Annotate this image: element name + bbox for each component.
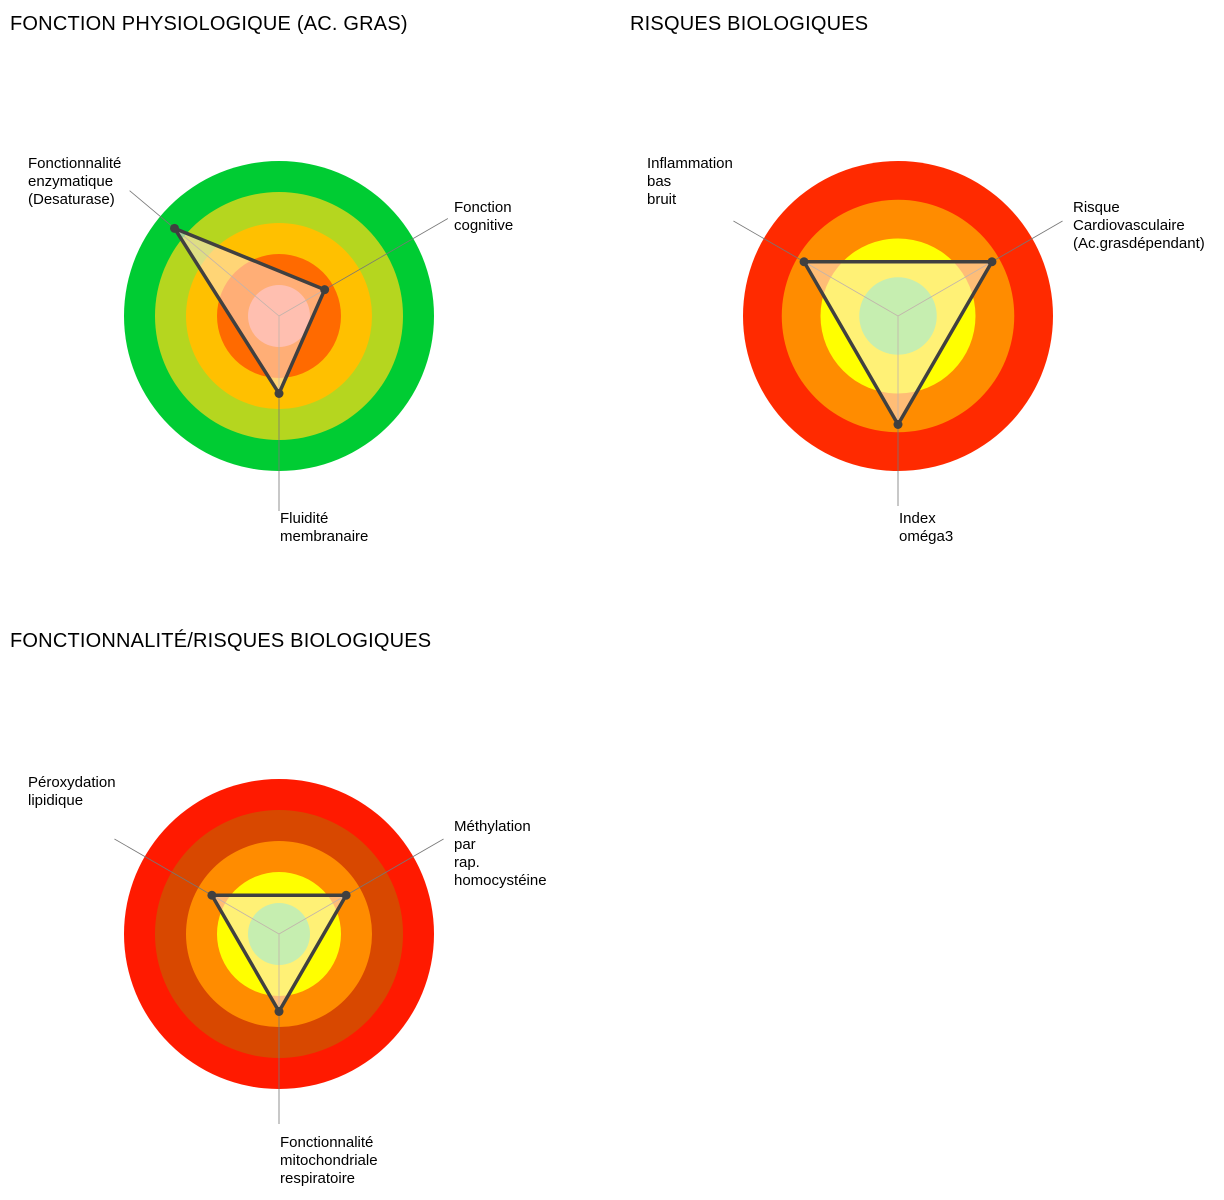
data-point-3 <box>274 389 284 398</box>
axis-label-line: Cardiovasculaire <box>1073 217 1185 234</box>
chart-title-risques-biologiques: RISQUES BIOLOGIQUES <box>630 13 869 35</box>
axis-label-line: Index <box>899 510 936 527</box>
axis-label-line: mitochondriale <box>280 1152 378 1169</box>
axis-label-line: Risque <box>1073 199 1120 216</box>
axis-label-1-3: Fluidité membranaire <box>280 510 368 546</box>
data-point-1 <box>170 223 180 233</box>
data-polygon <box>210 893 348 1014</box>
axis-label-2-3: Index oméga3 <box>899 510 953 546</box>
axis-label-line: enzymatique <box>28 173 114 190</box>
chart-title-fonction-physiologique: FONCTION PHYSIOLOGIQUE (AC. GRAS) <box>10 13 408 35</box>
data-point-1 <box>799 257 809 267</box>
axis-label-2-1: Inflammation bas bruit <box>647 155 733 209</box>
data-point-3 <box>893 420 903 429</box>
axis-label-line: respiratoire <box>280 1170 356 1187</box>
axis-label-line: rap. <box>454 854 480 871</box>
axis-label-line: Inflammation <box>647 155 733 172</box>
axis-label-line: lipidique <box>28 792 84 809</box>
data-point-2 <box>987 257 997 267</box>
chart-title-fonctionnalite-risques: FONCTIONNALITÉ/RISQUES BIOLOGIQUES <box>10 630 432 652</box>
data-polygon <box>802 260 994 427</box>
axis-label-line: bas <box>647 173 672 190</box>
axis-label-line: homocystéine <box>454 872 547 889</box>
axis-label-line: membranaire <box>280 528 369 545</box>
data-point-2 <box>320 285 330 295</box>
data-polygon <box>172 226 327 396</box>
axis-label-line: Fluidité <box>280 510 329 527</box>
axis-label-3-2: Méthylation par rap. homocystéine <box>454 818 547 890</box>
data-point-3 <box>274 1007 284 1016</box>
axis-label-3-1: Péroxydation lipidique <box>28 774 116 810</box>
data-point-2 <box>341 890 351 900</box>
axis-label-line: oméga3 <box>899 528 954 545</box>
axis-label-line: Fonctionnalité <box>28 155 122 172</box>
axis-label-line: Péroxydation <box>28 774 116 791</box>
axis-label-line: Fonctionnalité <box>280 1134 374 1151</box>
axis-label-line: par <box>454 836 476 853</box>
axis-label-line: bruit <box>647 191 677 208</box>
axis-label-line: Fonction <box>454 199 512 216</box>
axis-label-line: Méthylation <box>454 818 531 835</box>
axis-label-line: cognitive <box>454 217 514 234</box>
data-point-1 <box>207 890 217 900</box>
axis-label-1-1: Fonctionnalité enzymatique (Desaturase) <box>28 155 121 209</box>
axis-label-line: (Ac.grasdépendant) <box>1073 235 1205 252</box>
axis-label-3-3: Fonctionnalité mitochondriale respiratoire <box>280 1134 378 1188</box>
axis-label-2-2: Risque Cardiovasculaire (Ac.grasdépendant) <box>1073 199 1205 253</box>
axis-label-1-2: Fonction cognitive <box>454 199 513 235</box>
axis-label-line: (Desaturase) <box>28 191 115 208</box>
